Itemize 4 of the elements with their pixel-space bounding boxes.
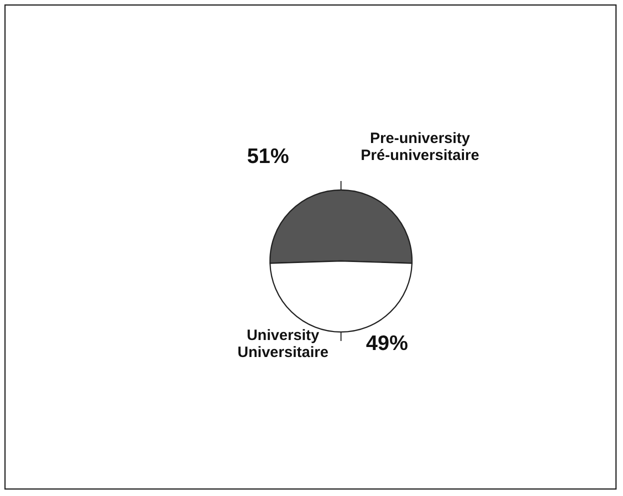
slice-label: University Universitaire (238, 327, 328, 361)
data-label: 49% (366, 332, 408, 355)
slice-label: Pre-university Pré-universitaire (360, 130, 480, 164)
data-label: 51% (246, 145, 290, 168)
